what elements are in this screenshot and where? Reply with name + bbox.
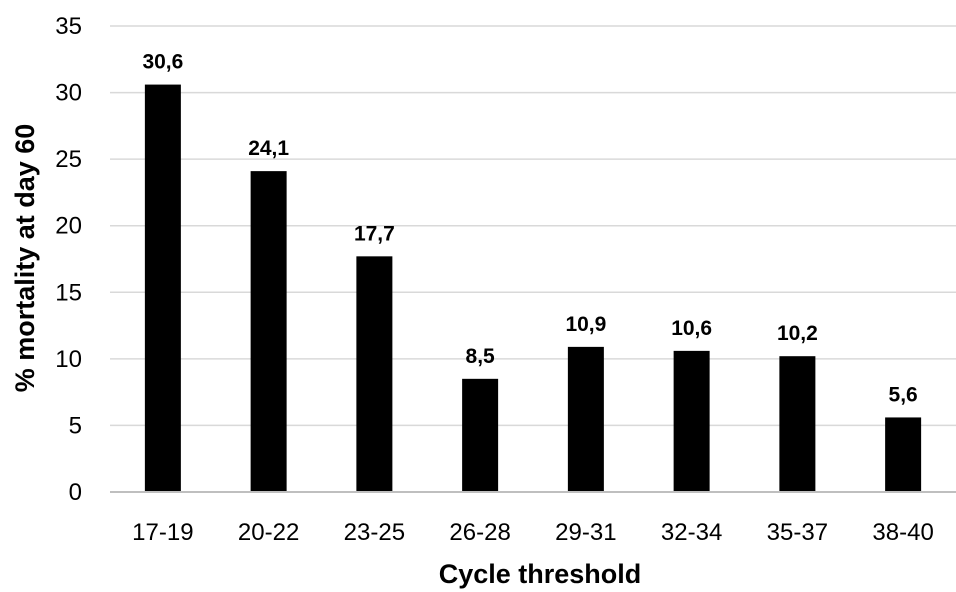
data-label: 24,1 [248, 137, 289, 160]
bar-32-34 [673, 350, 710, 492]
bar-38-40 [885, 417, 922, 492]
data-label: 8,5 [466, 345, 496, 368]
y-tick-label: 35 [55, 13, 82, 40]
x-tick-label: 35-37 [767, 519, 828, 546]
y-tick-label: 30 [55, 80, 82, 107]
data-label: 17,7 [354, 222, 395, 245]
x-axis-tick-labels: 17-19 20-22 23-25 26-28 29-31 32-34 35-37 38-40 [132, 519, 934, 546]
x-tick-label: 26-28 [449, 519, 510, 546]
bar-35-37 [779, 356, 816, 492]
y-tick-label: 0 [69, 479, 82, 506]
bar-23-25 [356, 256, 393, 492]
x-tick-label: 23-25 [344, 519, 405, 546]
data-labels: 30,6 24,1 17,7 8,5 10,9 10,6 10,2 5,6 [142, 51, 917, 407]
bars [144, 84, 922, 492]
y-axis-tick-labels: 0 5 10 15 20 25 30 35 [55, 13, 82, 506]
bar-17-19 [144, 84, 181, 492]
gridlines [110, 25, 956, 427]
y-axis-title: % mortality at day 60 [10, 124, 40, 393]
x-tick-label: 17-19 [132, 519, 193, 546]
x-tick-label: 29-31 [555, 519, 616, 546]
y-tick-label: 10 [55, 346, 82, 373]
x-tick-label: 20-22 [238, 519, 299, 546]
data-label: 10,2 [777, 322, 818, 345]
bar-29-31 [567, 346, 604, 492]
data-label: 30,6 [142, 51, 183, 74]
y-tick-label: 20 [55, 213, 82, 240]
data-label: 5,6 [889, 383, 918, 406]
bar-20-22 [250, 171, 287, 492]
x-tick-label: 38-40 [872, 519, 933, 546]
y-tick-label: 15 [55, 279, 82, 306]
x-tick-label: 32-34 [661, 519, 722, 546]
y-tick-label: 5 [69, 412, 82, 439]
data-label: 10,6 [671, 317, 712, 340]
bar-26-28 [462, 378, 499, 492]
x-axis-title: Cycle threshold [439, 559, 642, 589]
y-tick-label: 25 [55, 146, 82, 173]
data-label: 10,9 [565, 313, 606, 336]
